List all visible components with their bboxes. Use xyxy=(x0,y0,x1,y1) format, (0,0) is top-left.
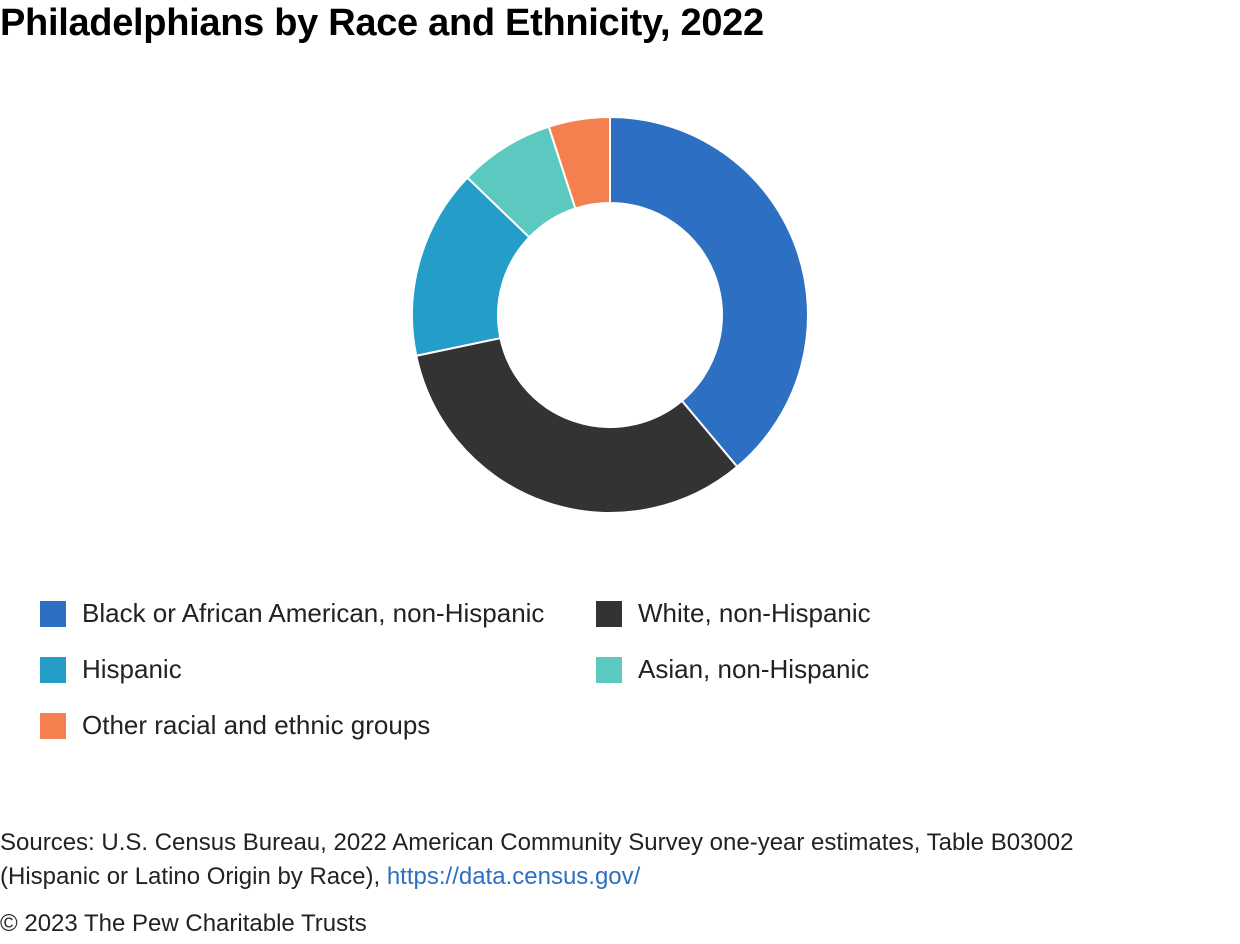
legend-swatch-other xyxy=(40,712,66,739)
legend-swatch-asian xyxy=(596,656,622,683)
legend-swatch-hispanic xyxy=(40,656,66,683)
legend-label-white: White, non-Hispanic xyxy=(638,598,871,628)
legend-item-other: Other racial and ethnic groups xyxy=(40,710,430,741)
legend-swatch-white xyxy=(596,600,622,627)
sources-line-2: (Hispanic or Latino Origin by Race), xyxy=(0,863,381,890)
legend-item-white: White, non-Hispanic xyxy=(596,598,871,629)
legend-label-black: Black or African American, non-Hispanic xyxy=(82,598,545,628)
legend-item-hispanic: Hispanic xyxy=(40,654,182,685)
donut-slices xyxy=(411,115,810,514)
legend-label-hispanic: Hispanic xyxy=(82,654,182,684)
legend-item-asian: Asian, non-Hispanic xyxy=(596,654,869,685)
sources-line-1: Sources: U.S. Census Bureau, 2022 Americ… xyxy=(0,829,1074,856)
donut-slice-black xyxy=(609,115,810,469)
copyright: © 2023 The Pew Charitable Trusts xyxy=(0,910,367,937)
donut-slice-white xyxy=(415,336,739,514)
legend-label-other: Other racial and ethnic groups xyxy=(82,710,431,740)
sources-link[interactable]: https://data.census.gov/ xyxy=(386,863,641,890)
sources-note: Sources: U.S. Census Bureau, 2022 Americ… xyxy=(0,826,1240,894)
donut-slice-other xyxy=(547,115,611,210)
chart-title: Philadelphians by Race and Ethnicity, 20… xyxy=(0,2,764,44)
legend-swatch-black xyxy=(40,600,66,627)
legend-item-black: Black or African American, non-Hispanic xyxy=(40,598,544,629)
donut-chart xyxy=(411,115,810,514)
legend-label-asian: Asian, non-Hispanic xyxy=(638,654,870,684)
